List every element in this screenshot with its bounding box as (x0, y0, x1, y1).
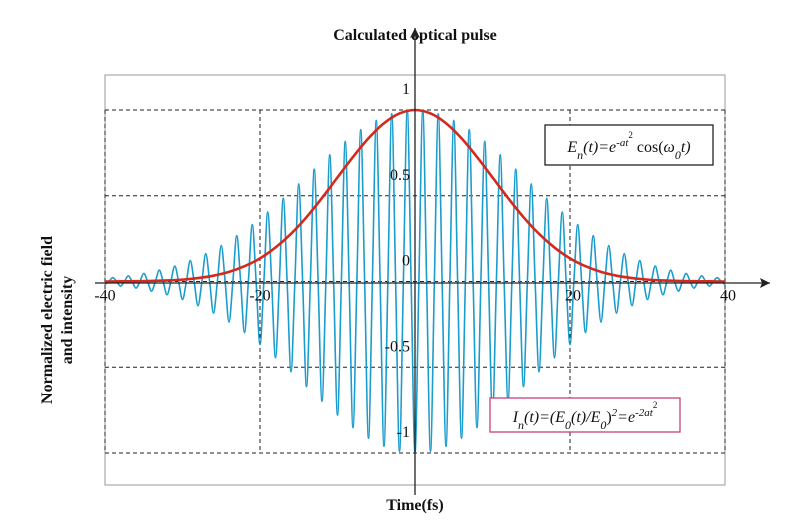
y-tick-label: 0.5 (390, 167, 410, 184)
annotation-part: E (566, 139, 577, 156)
tick-labels: -40 -20 20 40-1-0.500.51 (94, 81, 736, 441)
y-tick-label: -0.5 (385, 338, 410, 355)
annotation-part: 2 (612, 407, 618, 419)
x-tick-label: 40 (720, 288, 736, 305)
annotation-part: ) (606, 409, 611, 426)
annotation-part: 0 (565, 418, 571, 432)
x-tick-label: -20 (249, 288, 270, 305)
annotation-box (489, 397, 681, 433)
annotation-part: ω (664, 139, 675, 156)
y-tick-label: -1 (397, 424, 410, 441)
axes (95, 28, 770, 495)
x-tick-label: 20 (565, 288, 581, 305)
y-axis-label: Normalized electric field and intensity (39, 236, 76, 404)
annotation-part: (t)=e (583, 139, 616, 156)
annotations: En(t)=e-at2 cos(ω0t)In(t)=(E0(t)/E0)2=e-… (489, 124, 714, 433)
annotation-text: In(t)=(E0(t)/E0)2=e-2at2 (512, 400, 658, 432)
annotation-part: (t)=(E (524, 409, 565, 426)
annotation-part: cos( (633, 139, 664, 156)
x-axis-arrow (760, 278, 770, 288)
annotation-part: -at (616, 137, 629, 149)
y-axis-arrow (410, 28, 420, 38)
annotation-part: I (512, 409, 519, 426)
annotation-part: 2 (653, 400, 658, 410)
annotation-text: En(t)=e-at2 cos(ω0t) (566, 130, 690, 162)
y-axis-label-line: Normalized electric field (39, 236, 56, 404)
annotation-part: =e (617, 409, 635, 426)
annotation-part: n (518, 418, 524, 432)
annotation-part: 2 (628, 130, 633, 140)
annotation-part: 0 (675, 148, 681, 162)
annotation-part: 0 (600, 418, 606, 432)
annotation-part: n (577, 148, 583, 162)
annotation-box (544, 124, 714, 166)
annotation-part: t) (681, 139, 691, 156)
y-tick-label: 1 (402, 81, 410, 98)
x-tick-label: -40 (94, 288, 115, 305)
x-axis-label: Time(fs) (386, 497, 443, 514)
y-axis-label-line: and intensity (59, 276, 76, 364)
annotation-part: -2at (635, 407, 654, 419)
annotation-part: (t)/E (571, 409, 601, 426)
y-tick-label: 0 (402, 253, 410, 270)
